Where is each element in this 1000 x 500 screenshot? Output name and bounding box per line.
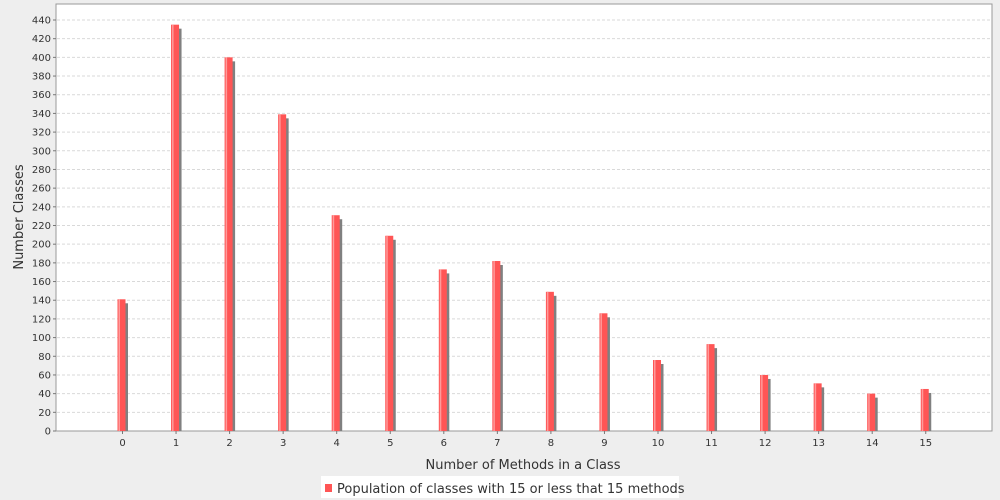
bar-highlight <box>332 215 335 431</box>
y-tick-label: 280 <box>32 165 51 176</box>
x-axis-ticks: 0 1 2 3 4 5 6 7 8 9 10 11 12 13 14 15 <box>119 431 932 449</box>
bar <box>171 24 180 432</box>
bars <box>117 24 932 432</box>
y-tick-label: 400 <box>32 53 51 64</box>
x-axis-title: Number of Methods in a Class <box>426 458 621 473</box>
bar-highlight <box>546 291 549 431</box>
x-tick-label: 0 <box>119 438 125 449</box>
x-tick-label: 15 <box>919 438 932 449</box>
bar-highlight <box>868 393 870 431</box>
y-tick-label: 20 <box>38 408 51 419</box>
y-tick-label: 260 <box>32 184 51 195</box>
bar <box>760 374 769 431</box>
bar <box>492 260 501 431</box>
bar-highlight <box>118 299 120 431</box>
legend-label: Population of classes with 15 or less th… <box>337 482 685 497</box>
plot-area <box>55 3 993 432</box>
bar-highlight <box>493 260 495 431</box>
x-tick-label: 9 <box>601 438 607 449</box>
y-tick-label: 380 <box>32 72 51 83</box>
y-tick-label: 180 <box>32 258 51 269</box>
y-tick-label: 100 <box>32 333 51 344</box>
y-axis-title: Number Classes <box>12 164 27 270</box>
x-tick-label: 12 <box>759 438 772 449</box>
bar <box>599 313 608 431</box>
grid-lines <box>57 19 991 413</box>
legend-swatch <box>325 484 332 492</box>
x-tick-label: 7 <box>494 438 500 449</box>
bar <box>545 291 554 431</box>
y-tick-label: 200 <box>32 240 51 251</box>
y-tick-label: 360 <box>32 90 51 101</box>
bar <box>813 383 822 431</box>
bar <box>438 269 447 431</box>
bar <box>706 344 715 431</box>
bar <box>331 215 340 431</box>
x-tick-label: 10 <box>652 438 665 449</box>
bar-highlight <box>225 57 228 431</box>
bar <box>385 235 394 431</box>
y-tick-label: 140 <box>32 296 51 307</box>
x-tick-label: 13 <box>812 438 825 449</box>
y-tick-label: 220 <box>32 221 51 232</box>
legend-box <box>321 476 679 498</box>
y-tick-label: 160 <box>32 277 51 288</box>
legend: Population of classes with 15 or less th… <box>321 476 685 498</box>
bar-highlight <box>654 360 656 431</box>
bar-highlight <box>386 235 388 431</box>
x-tick-label: 3 <box>280 438 286 449</box>
y-tick-label: 420 <box>32 34 51 45</box>
y-tick-label: 120 <box>32 314 51 325</box>
bar-highlight <box>600 313 602 431</box>
bar-highlight <box>439 269 442 431</box>
bar-highlight <box>921 388 924 431</box>
x-tick-label: 1 <box>173 438 179 449</box>
x-tick-label: 6 <box>441 438 447 449</box>
bar-highlight <box>761 374 763 431</box>
x-tick-label: 14 <box>866 438 879 449</box>
x-tick-label: 8 <box>548 438 554 449</box>
x-tick-label: 11 <box>705 438 718 449</box>
bar-highlight <box>707 344 710 431</box>
x-tick-label: 2 <box>226 438 232 449</box>
x-tick-label: 4 <box>334 438 340 449</box>
y-axis-ticks: 0 20 40 60 80 100 120 140 160 180 200 220 240 260 280 3… <box>32 16 56 438</box>
bar <box>117 299 126 431</box>
y-tick-label: 300 <box>32 146 51 157</box>
x-tick-label: 5 <box>387 438 393 449</box>
y-tick-label: 240 <box>32 202 51 213</box>
y-tick-label: 60 <box>38 370 51 381</box>
bar-highlight <box>279 114 281 431</box>
bar-highlight <box>172 24 174 432</box>
bar <box>653 360 661 431</box>
bar <box>867 393 876 431</box>
bar-highlight <box>814 383 817 431</box>
y-tick-label: 440 <box>32 16 51 27</box>
y-tick-label: 80 <box>38 352 51 363</box>
y-tick-label: 0 <box>45 427 51 438</box>
y-tick-label: 320 <box>32 128 51 139</box>
y-tick-label: 340 <box>32 109 51 120</box>
y-tick-label: 40 <box>38 389 51 400</box>
bar <box>920 388 929 431</box>
bar <box>278 114 287 431</box>
bar <box>224 57 233 431</box>
